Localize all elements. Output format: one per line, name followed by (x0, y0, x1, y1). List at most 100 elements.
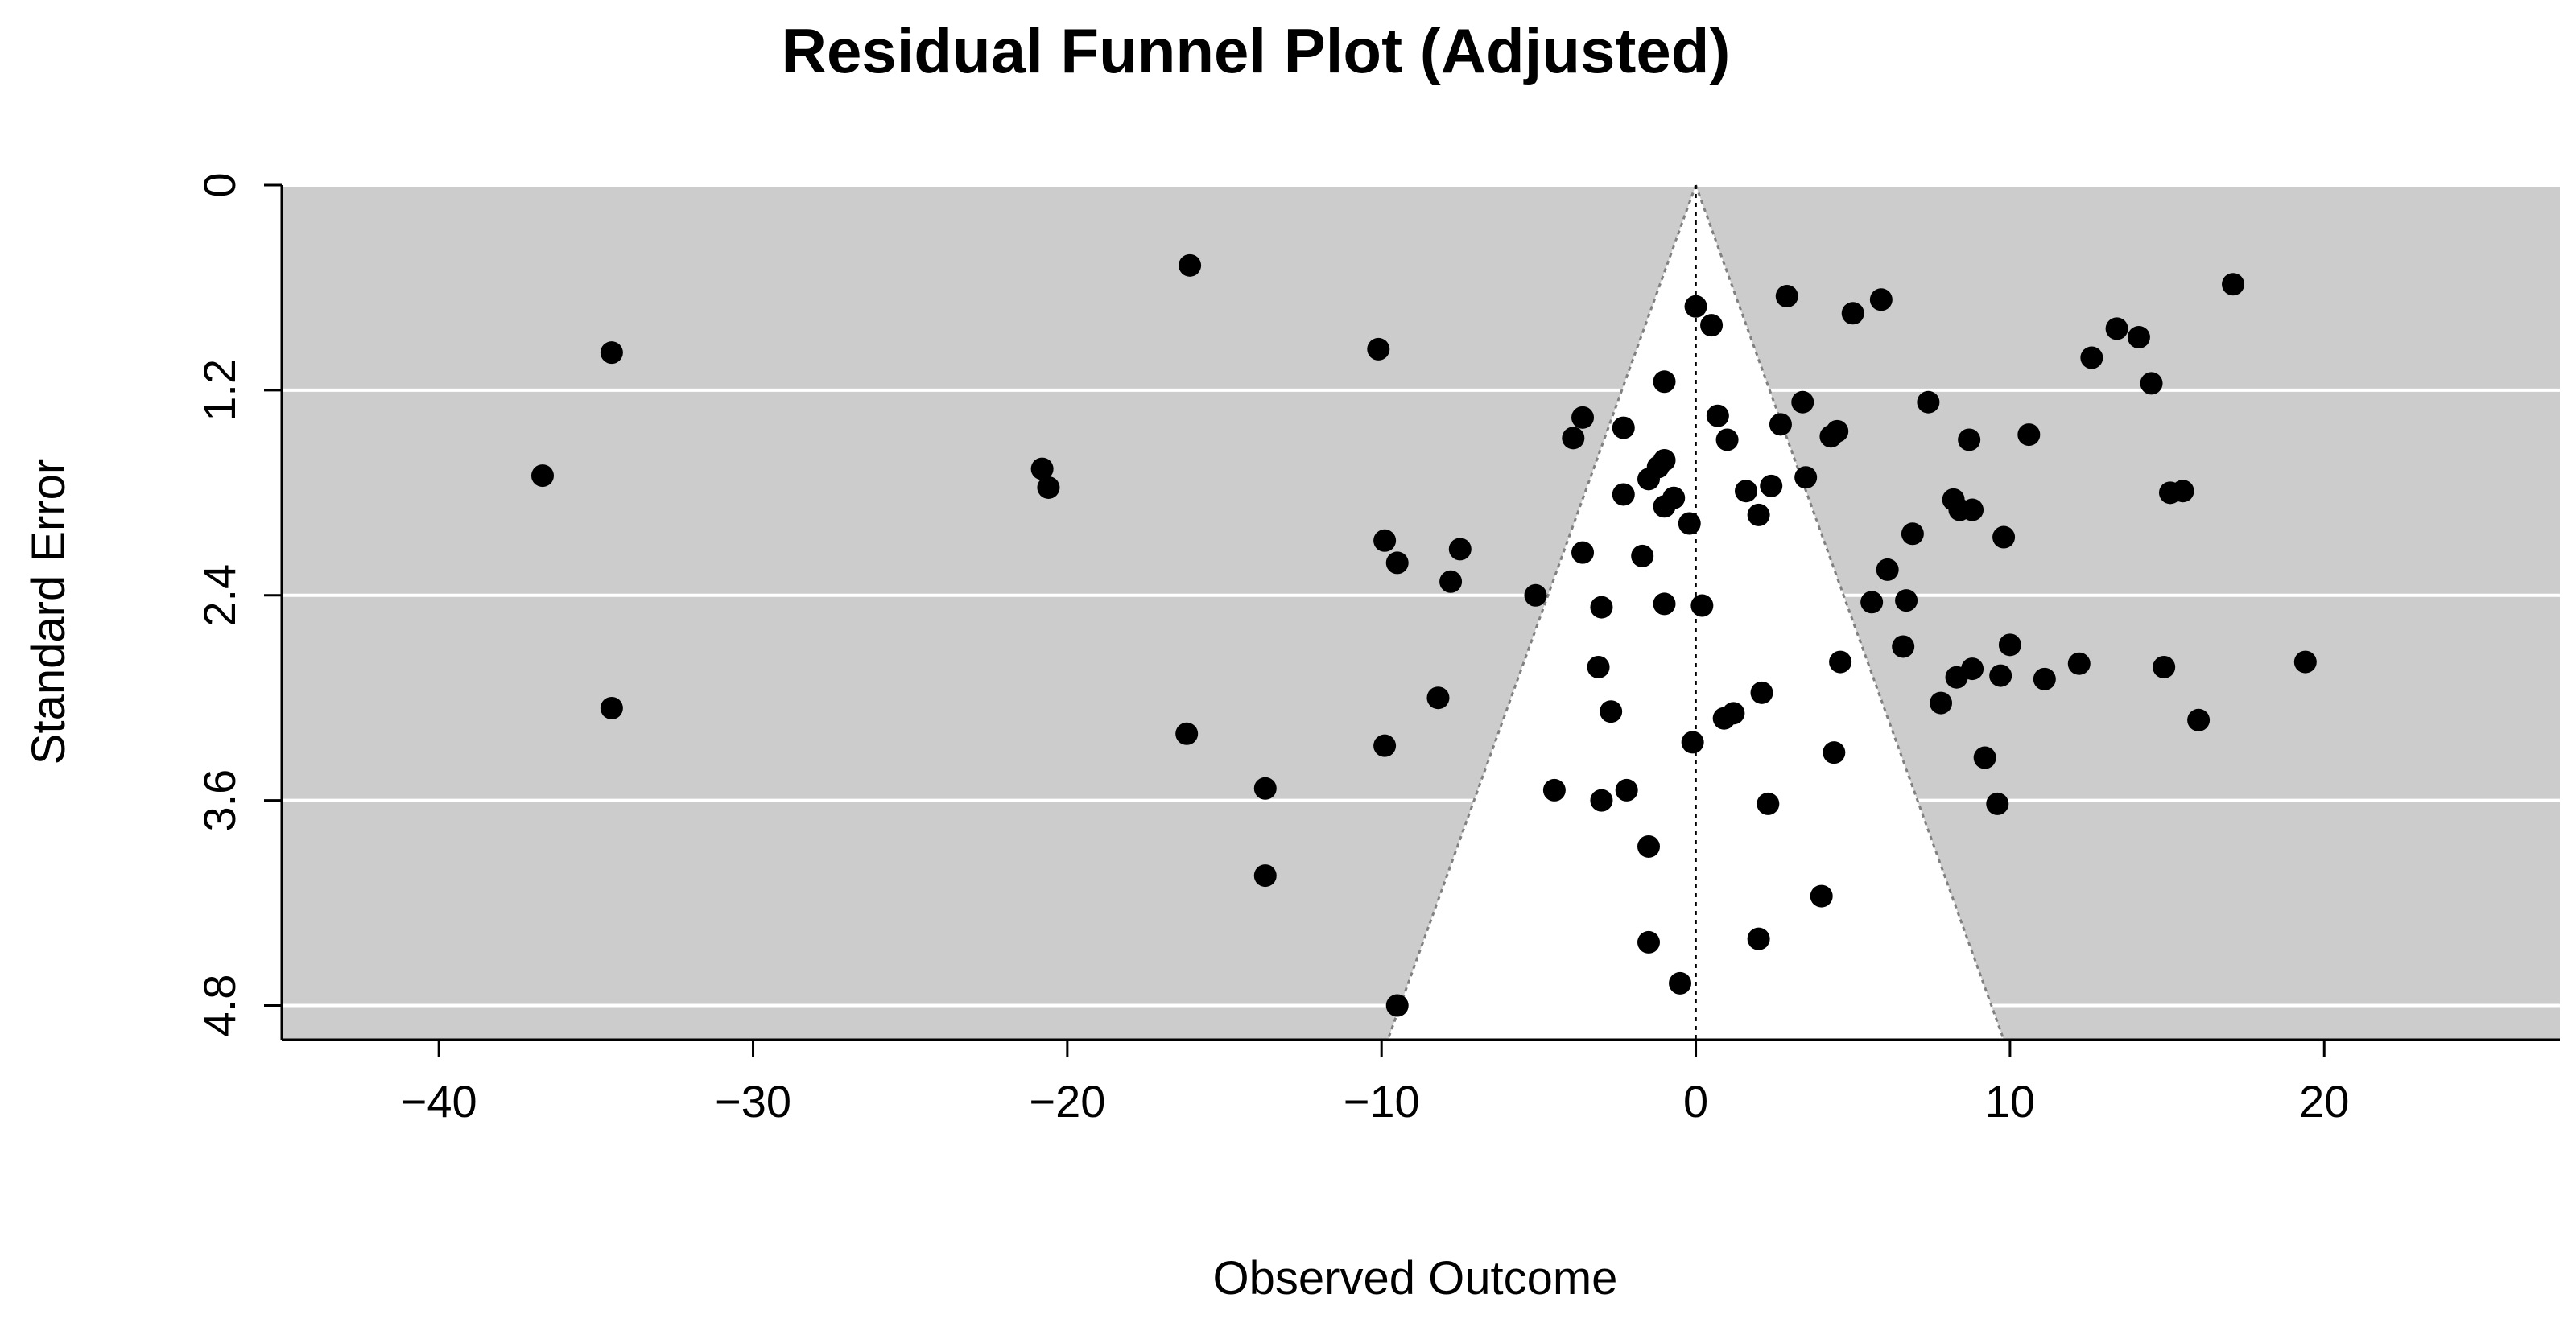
y-tick-label-1: 1.2 (194, 359, 245, 422)
data-point-19 (1562, 427, 1585, 450)
y-tick-label-3: 3.6 (194, 769, 245, 832)
y-tick-label-0: 0 (194, 172, 245, 197)
data-point-80 (1986, 792, 2009, 815)
x-tick-label-3: −10 (1344, 1076, 1420, 1127)
data-point-84 (2017, 423, 2041, 447)
data-point-51 (1747, 927, 1770, 950)
data-point-14 (1439, 570, 1463, 593)
data-point-9 (1367, 337, 1390, 361)
data-points (530, 253, 2317, 1017)
data-point-79 (1973, 746, 1996, 769)
data-point-46 (1715, 428, 1739, 451)
data-point-67 (1876, 558, 1899, 581)
data-point-87 (2080, 346, 2103, 369)
x-tick-label-0: −40 (401, 1076, 477, 1127)
data-point-64 (1841, 302, 1864, 325)
data-point-81 (1992, 525, 2016, 549)
data-point-59 (1810, 884, 1833, 908)
data-point-71 (1917, 390, 1940, 414)
data-point-44 (1700, 314, 1724, 337)
chart-title: Residual Funnel Plot (Adjusted) (782, 15, 1731, 86)
data-point-65 (1860, 591, 1884, 614)
y-axis-label: Standard Error (23, 459, 75, 764)
data-point-70 (1901, 522, 1924, 546)
data-point-48 (1722, 702, 1745, 725)
data-point-56 (1775, 285, 1798, 308)
data-point-77 (1961, 657, 1984, 681)
data-point-18 (1542, 778, 1566, 802)
data-point-26 (1612, 416, 1635, 439)
data-point-68 (1895, 589, 1918, 612)
data-point-91 (2153, 655, 2176, 678)
data-point-54 (1757, 792, 1780, 815)
data-point-52 (1750, 681, 1773, 704)
plot-panel (282, 185, 2560, 1040)
data-point-66 (1869, 288, 1893, 311)
data-point-63 (1829, 650, 1852, 674)
y-tick-label-4: 4.8 (194, 975, 245, 1037)
y-tick-label-2: 2.4 (194, 564, 245, 627)
data-point-25 (1600, 700, 1623, 723)
data-point-10 (1373, 529, 1397, 552)
data-point-90 (2140, 372, 2163, 395)
data-point-23 (1590, 596, 1613, 619)
data-point-22 (1587, 655, 1610, 678)
data-point-69 (1892, 635, 1915, 658)
data-point-38 (1662, 486, 1686, 509)
data-point-8 (1253, 864, 1277, 888)
data-point-41 (1681, 731, 1704, 754)
x-tick-label-4: 0 (1683, 1076, 1708, 1127)
data-point-12 (1373, 734, 1397, 757)
data-point-85 (2033, 667, 2056, 690)
x-axis-label: Observed Outcome (1213, 1252, 1618, 1304)
data-point-16 (1385, 994, 1409, 1017)
data-point-61 (1826, 419, 1849, 443)
data-point-29 (1631, 544, 1654, 567)
data-point-37 (1653, 592, 1676, 616)
data-point-31 (1637, 835, 1660, 858)
data-point-2 (600, 696, 623, 719)
data-point-17 (1524, 583, 1547, 607)
data-point-32 (1637, 930, 1660, 954)
data-point-53 (1760, 474, 1783, 497)
data-point-5 (1037, 476, 1060, 499)
data-point-76 (1961, 498, 1984, 521)
data-point-21 (1571, 541, 1595, 564)
x-tick-label-2: −20 (1029, 1076, 1105, 1127)
x-tick-label-5: 10 (1985, 1076, 2035, 1127)
data-point-88 (2105, 317, 2128, 340)
data-point-50 (1747, 503, 1770, 526)
data-point-20 (1571, 406, 1595, 429)
axes: −40 −30 −20 −10 0 10 20 0 1.2 2.4 3.6 4.8 (194, 172, 2560, 1127)
funnel-right-edge (1695, 184, 2005, 1041)
plot-panel-bg (282, 185, 2560, 1040)
data-point-35 (1653, 448, 1676, 472)
data-point-49 (1735, 480, 1758, 503)
data-point-94 (2187, 708, 2211, 731)
data-point-89 (2127, 326, 2150, 349)
data-point-15 (1448, 538, 1472, 561)
data-point-1 (600, 341, 623, 365)
data-point-86 (2067, 652, 2091, 675)
data-point-40 (1678, 512, 1701, 535)
data-point-93 (2171, 480, 2194, 503)
data-point-11 (1385, 551, 1409, 575)
data-point-78 (1958, 428, 1981, 451)
data-point-95 (2222, 273, 2245, 296)
data-point-57 (1791, 390, 1814, 414)
data-point-43 (1690, 594, 1714, 617)
data-point-42 (1684, 295, 1707, 318)
data-point-6 (1175, 722, 1199, 745)
data-point-7 (1253, 777, 1277, 800)
data-point-45 (1706, 404, 1729, 427)
data-point-27 (1612, 483, 1635, 506)
data-point-58 (1794, 466, 1818, 489)
data-point-62 (1823, 741, 1846, 764)
data-point-96 (2293, 650, 2317, 674)
x-tick-label-6: 20 (2299, 1076, 2349, 1127)
data-point-4 (1030, 457, 1054, 480)
data-point-0 (530, 464, 554, 488)
x-tick-label-1: −30 (715, 1076, 791, 1127)
